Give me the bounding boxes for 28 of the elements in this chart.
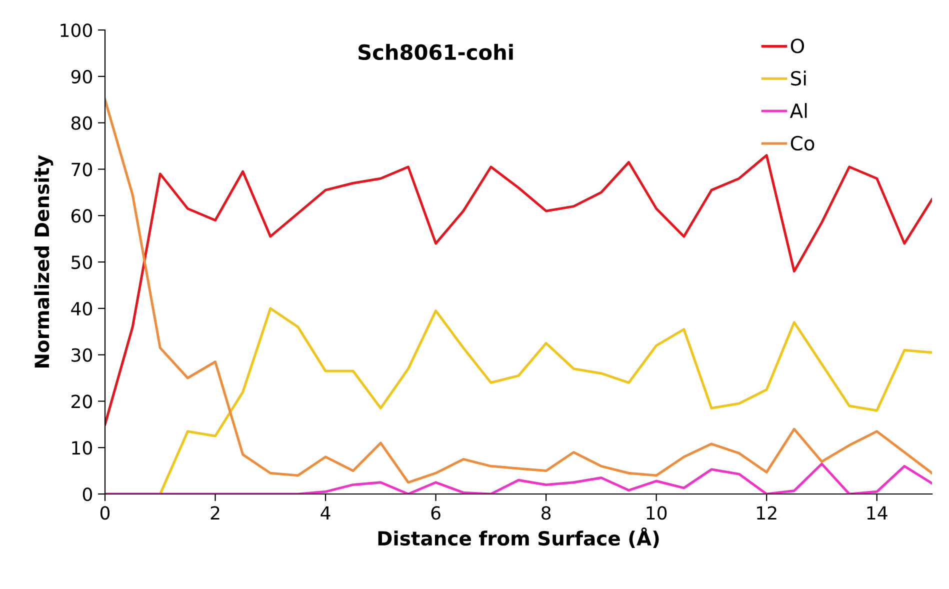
y-tick-label: 70 [72,162,92,176]
y-tick-label: 10 [72,441,92,455]
x-tick-label: 2 [210,506,220,520]
y-tick-label: 40 [71,302,92,316]
y-tick-label: 100 [60,23,92,38]
x-tick-label: 8 [542,506,551,520]
x-tick-label: 4 [320,506,330,520]
x-tick-label: 10 [646,506,667,520]
x-tick-label: 14 [867,506,888,520]
x-axis-title: Distance from Surface (Å) [378,527,659,548]
y-axis-title: Normalized Density [34,155,54,368]
y-tick-label: 0 [82,487,92,502]
y-tick-label: 30 [72,348,92,362]
x-tick-label: 0 [100,506,110,520]
legend-label: Co [790,136,814,151]
line-series [105,98,932,484]
legend-label: O [790,38,804,54]
line-series [105,154,932,426]
text: Sch8061-cohi [358,44,513,60]
y-tick-label: 60 [71,209,92,223]
x-tick-label: 6 [431,506,440,520]
y-tick-label: 20 [72,394,92,408]
y-tick-label: 90 [71,70,92,84]
y-tick-label: 50 [72,255,92,270]
x-tick-label: 12 [757,506,776,520]
y-tick-label: 80 [71,116,92,130]
legend-label: Si [791,70,806,86]
legend-label: Al [790,103,807,118]
